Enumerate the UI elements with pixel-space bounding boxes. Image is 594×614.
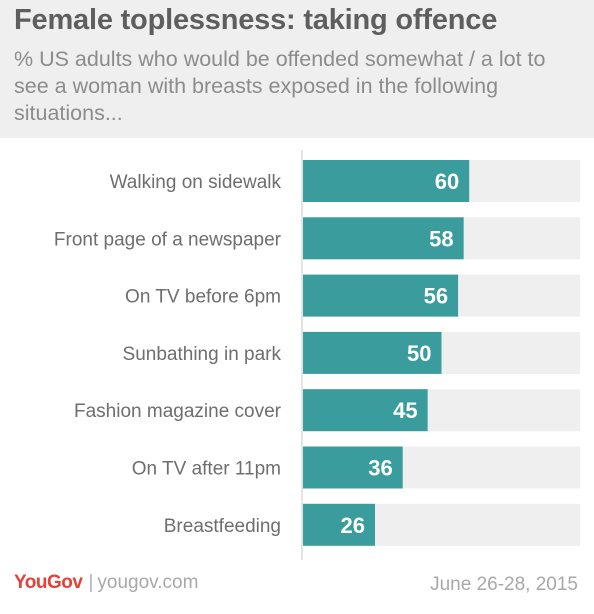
bar — [303, 331, 442, 374]
yougov-logo: YouGov — [14, 572, 83, 593]
bar — [303, 446, 403, 489]
category-label: On TV before 6pm — [125, 287, 281, 308]
chart-title: Female toplessness: taking offence — [14, 4, 498, 36]
footer-site: yougov.com — [97, 572, 199, 593]
footer-separator: | — [88, 572, 94, 593]
header-panel: Female toplessness: taking offence % US … — [0, 0, 594, 138]
category-label: Front page of a newspaper — [54, 229, 282, 250]
category-label: Walking on sidewalk — [110, 172, 282, 193]
category-label: Breastfeeding — [164, 516, 281, 537]
chart-subtitle: % US adults who would be offended somewh… — [14, 47, 546, 125]
footer-brand: YouGov | yougov.com — [14, 572, 198, 594]
value-label: 26 — [341, 513, 365, 538]
value-label: 36 — [368, 456, 392, 481]
bar — [303, 274, 459, 317]
value-label: 45 — [393, 398, 417, 423]
value-label: 58 — [429, 226, 453, 251]
bar — [303, 160, 470, 202]
bar — [303, 389, 428, 432]
bar — [303, 503, 376, 546]
bar-chart: Walking on sidewalk 60 Front page of a new… — [54, 150, 580, 560]
footer-date: June 26-28, 2015 — [430, 574, 578, 595]
category-label: Sunbathing in park — [123, 344, 282, 365]
category-label: Fashion magazine cover — [74, 401, 282, 422]
category-label: On TV after 11pm — [132, 459, 281, 480]
value-label: 56 — [424, 284, 448, 309]
value-label: 60 — [435, 169, 459, 194]
value-label: 50 — [407, 341, 431, 366]
bar — [303, 217, 464, 260]
